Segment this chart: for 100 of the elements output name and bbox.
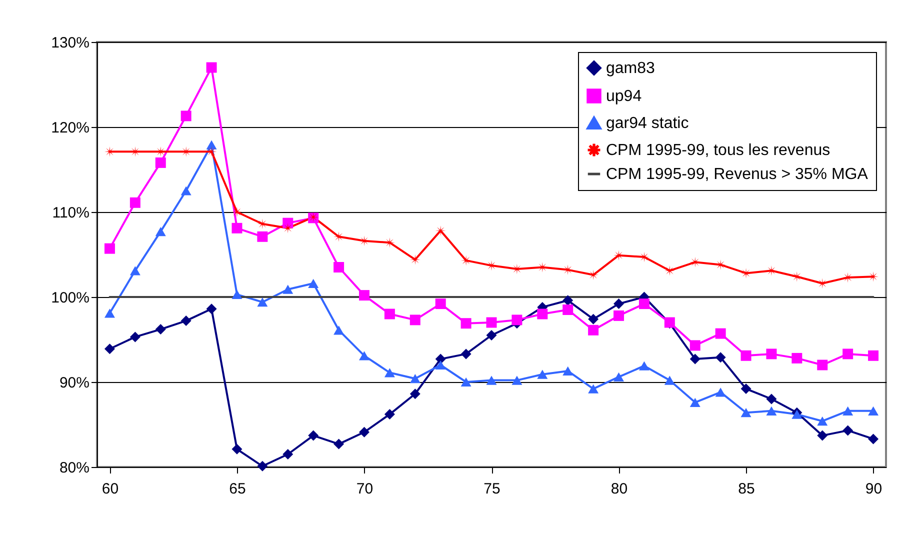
- point: [562, 366, 574, 376]
- point: [104, 243, 115, 254]
- point: [257, 298, 268, 307]
- point: [690, 256, 700, 268]
- point: [308, 278, 319, 288]
- point: [232, 206, 242, 218]
- point: [460, 348, 472, 360]
- point: [155, 227, 166, 236]
- point: [257, 218, 268, 230]
- point: [460, 377, 472, 387]
- y-tick-label: 130%: [51, 34, 90, 52]
- point: [206, 304, 217, 314]
- point: [384, 308, 395, 320]
- point: [282, 284, 294, 294]
- point: [588, 384, 599, 394]
- x-tick-label: 70: [356, 480, 374, 498]
- point: [180, 186, 192, 196]
- point: [792, 410, 802, 419]
- point: [435, 298, 446, 310]
- point: [232, 444, 242, 454]
- point: [384, 368, 395, 378]
- point: [715, 328, 726, 339]
- point: [588, 270, 599, 280]
- point: [614, 310, 624, 321]
- point: [334, 326, 344, 335]
- point: [334, 262, 344, 272]
- point: [664, 376, 675, 385]
- legend-label: up94: [606, 88, 642, 105]
- x-tick-label: 85: [738, 480, 755, 498]
- x-tick-label: 60: [102, 480, 119, 498]
- point: [614, 250, 624, 261]
- point: [104, 344, 115, 354]
- point: [690, 398, 700, 407]
- y-tick-label: 120%: [51, 120, 90, 136]
- point: [868, 350, 879, 361]
- point: [359, 290, 370, 301]
- y-tick-label: 110%: [52, 204, 90, 222]
- point: [792, 352, 802, 364]
- y-tick-label: 100%: [51, 290, 90, 306]
- point: [460, 318, 472, 329]
- point: [868, 406, 879, 416]
- point: [638, 361, 650, 370]
- point: [257, 231, 268, 242]
- point: [130, 197, 140, 208]
- point: [740, 268, 752, 278]
- point: [766, 394, 777, 404]
- point: [588, 314, 599, 324]
- point: [715, 388, 726, 397]
- point: [334, 438, 344, 450]
- point: [384, 409, 395, 420]
- x-tick-label: 90: [865, 480, 882, 498]
- point: [792, 271, 802, 282]
- point: [588, 324, 599, 336]
- point: [282, 222, 294, 234]
- point: [817, 278, 828, 289]
- point: [359, 236, 370, 246]
- point: [690, 354, 700, 364]
- legend-label: gar94 static: [606, 115, 689, 132]
- point: [410, 314, 420, 326]
- legend-label: CPM 1995-99, tous les revenus: [606, 142, 830, 159]
- point: [766, 406, 777, 416]
- point: [359, 351, 370, 360]
- point: [486, 260, 497, 271]
- point: [359, 426, 370, 438]
- point: [740, 384, 752, 394]
- point: [562, 264, 574, 276]
- point: [308, 430, 319, 441]
- point: [614, 372, 624, 382]
- point: [206, 62, 217, 73]
- point: [512, 314, 522, 326]
- point: [130, 266, 140, 276]
- point: [766, 265, 777, 276]
- point: [614, 298, 624, 310]
- x-tick-label: 75: [484, 480, 500, 498]
- point: [512, 376, 522, 385]
- point: [817, 360, 828, 370]
- legend-label: gam83: [606, 60, 656, 77]
- point: [562, 304, 574, 315]
- point: [410, 254, 420, 265]
- point: [155, 324, 166, 335]
- point: [232, 290, 242, 299]
- point: [180, 316, 192, 326]
- point: [740, 408, 752, 418]
- x-tick-label: 80: [610, 480, 628, 498]
- point: [460, 255, 472, 266]
- point: [435, 360, 446, 370]
- point: [740, 350, 752, 361]
- point: [638, 298, 650, 310]
- point: [410, 388, 420, 400]
- point: [868, 434, 879, 444]
- point: [817, 416, 828, 426]
- point: [690, 340, 700, 351]
- point: [537, 370, 548, 379]
- point: [817, 430, 828, 441]
- point: [410, 374, 420, 384]
- point: [130, 332, 140, 342]
- y-tick-label: 80%: [59, 460, 90, 476]
- point: [868, 271, 879, 282]
- point: [257, 460, 268, 472]
- point: [104, 146, 115, 157]
